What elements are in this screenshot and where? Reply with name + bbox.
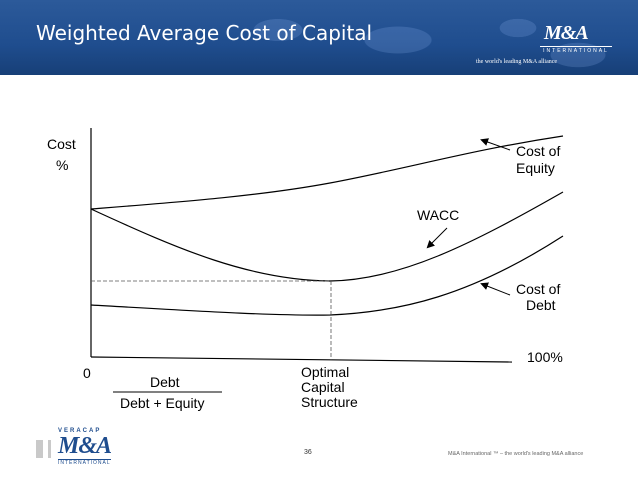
footer-logo-main: M&A bbox=[58, 433, 112, 459]
cost-of-debt-curve bbox=[90, 235, 564, 316]
equity-label-2: Equity bbox=[516, 160, 555, 176]
page-number: 36 bbox=[304, 449, 312, 456]
optimal-label-3: Structure bbox=[301, 394, 358, 410]
cost-of-equity-curve bbox=[90, 135, 564, 210]
slide-title: Weighted Average Cost of Capital bbox=[36, 21, 373, 45]
equity-label-1: Cost of bbox=[516, 143, 561, 159]
header-logo-text: M&A bbox=[544, 22, 589, 44]
optimal-label-1: Optimal bbox=[301, 364, 350, 380]
y-axis-label-cost: Cost bbox=[47, 136, 76, 152]
debt-label-1: Cost of bbox=[516, 281, 561, 297]
slide-header: Weighted Average Cost of Capital M&A INT… bbox=[0, 0, 638, 75]
optimal-label-2: Capital bbox=[301, 379, 345, 395]
world-map-background bbox=[218, 0, 638, 75]
footer-logo-top: VERACAP bbox=[58, 428, 102, 434]
header-logo-sub: INTERNATIONAL bbox=[540, 46, 612, 54]
ratio-numerator: Debt bbox=[150, 374, 180, 390]
header-logo: M&A INTERNATIONAL bbox=[540, 22, 612, 54]
footer-note: M&A International ™ – the world's leadin… bbox=[448, 451, 584, 457]
ratio-denominator: Debt + Equity bbox=[120, 395, 205, 411]
footer-logo-bar bbox=[36, 440, 43, 458]
wacc-arrow bbox=[426, 227, 448, 249]
origin-label: 0 bbox=[83, 365, 91, 381]
wacc-label: WACC bbox=[417, 207, 460, 223]
footer-logo-bar-thin bbox=[48, 440, 51, 458]
x-axis bbox=[90, 356, 513, 363]
footer-logo: VERACAP M&A INTERNATIONAL bbox=[36, 428, 116, 468]
wacc-diagram bbox=[90, 128, 564, 393]
header-tagline: the world's leading M&A alliance bbox=[476, 59, 558, 65]
footer-logo-bottom: INTERNATIONAL bbox=[58, 459, 111, 466]
x-axis-end-label: 100% bbox=[527, 349, 563, 365]
y-axis-label-percent: % bbox=[56, 157, 69, 173]
debt-arrow bbox=[480, 282, 511, 296]
wacc-curve bbox=[90, 191, 564, 282]
equity-arrow bbox=[480, 138, 511, 151]
debt-label-2: Debt bbox=[526, 297, 556, 313]
